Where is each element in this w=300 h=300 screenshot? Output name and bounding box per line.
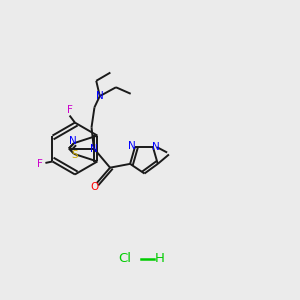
Text: N: N: [128, 141, 136, 151]
Text: N: N: [96, 91, 103, 101]
Text: F: F: [37, 159, 43, 169]
Text: H: H: [154, 252, 164, 266]
Text: O: O: [90, 182, 99, 192]
Text: N: N: [90, 143, 98, 154]
Text: N: N: [152, 142, 160, 152]
Text: Cl: Cl: [118, 252, 131, 266]
Text: F: F: [67, 105, 73, 115]
Text: N: N: [69, 136, 76, 146]
Text: S: S: [71, 150, 78, 160]
